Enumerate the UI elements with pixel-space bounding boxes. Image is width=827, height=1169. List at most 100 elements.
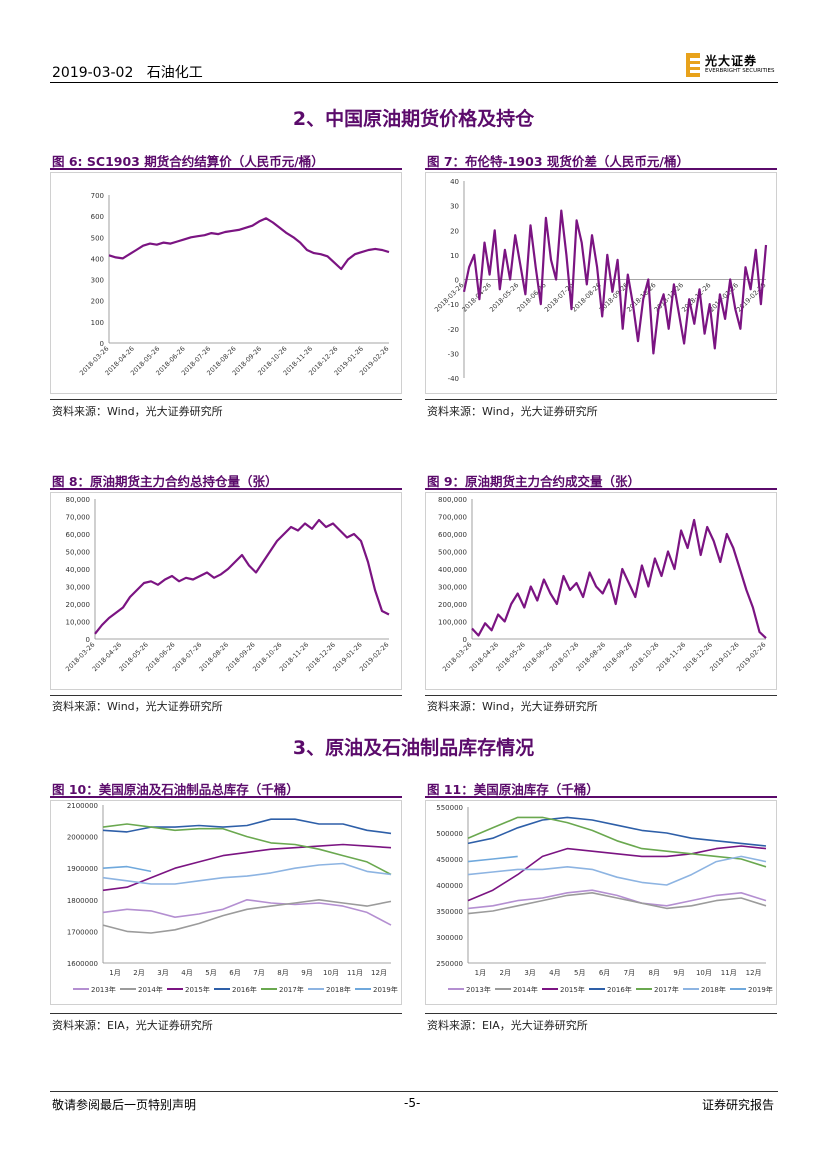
f10-xtick-label: 4月 bbox=[181, 969, 192, 977]
header-date-category: 2019-03-02 石油化工 bbox=[52, 62, 203, 82]
figure-8-svg: 0 10,000 20,000 30,000 40,000 50,000 60,000 70,… bbox=[64, 496, 390, 673]
figure-11-source: 资料来源：EIA，光大证券研究所 bbox=[427, 1019, 588, 1032]
logo-text: 光大证券 bbox=[705, 54, 758, 68]
f10-xtick-label: 10月 bbox=[323, 969, 339, 977]
f10-legend-label: 2014年 bbox=[138, 985, 163, 994]
f7-ytick-label: -30 bbox=[448, 350, 459, 358]
f6-ytick-label: 300 bbox=[91, 277, 104, 285]
footer-rule bbox=[50, 1091, 778, 1092]
f11-xtick-label: 3月 bbox=[524, 969, 535, 977]
f9-ytick-label: 0 bbox=[463, 636, 467, 644]
figure-10-chart: 1600000 1700000 1800000 1900000 2000000 21000… bbox=[50, 800, 402, 1005]
f10-series-line-2017年 bbox=[102, 823, 392, 876]
f11-ytick-label: 300000 bbox=[436, 934, 463, 942]
f11-ytick-label: 450000 bbox=[436, 856, 463, 864]
f6-ytick-label: 100 bbox=[91, 319, 104, 327]
figure-10-title: 图 10：美国原油及石油制品总库存（千桶） bbox=[52, 782, 299, 797]
figure-9-source: 资料来源：Wind，光大证券研究所 bbox=[427, 700, 598, 713]
figure-11-svg: 250000 300000 350000 400000 450000 500000 5500… bbox=[436, 804, 773, 994]
f8-ytick-label: 40,000 bbox=[66, 566, 91, 574]
f10-legend-label: 2015年 bbox=[185, 985, 210, 994]
f10-series-line-2015年 bbox=[102, 843, 392, 892]
f8-ytick-label: 70,000 bbox=[66, 514, 91, 522]
f9-ytick-label: 300,000 bbox=[438, 584, 467, 592]
logo-mark-icon bbox=[686, 53, 700, 77]
footer-disclaimer: 敬请参阅最后一页特别声明 bbox=[52, 1098, 197, 1112]
f11-series-line-2015年 bbox=[467, 845, 767, 902]
f10-xtick-label: 5月 bbox=[205, 969, 216, 977]
f10-legend-label: 2019年 bbox=[373, 985, 398, 994]
f7-series-line bbox=[462, 209, 768, 355]
f11-xtick-label: 9月 bbox=[673, 969, 684, 977]
f8-ytick-label: 0 bbox=[86, 636, 90, 644]
f11-xtick-label: 10月 bbox=[696, 969, 712, 977]
figure-7-svg: -40-30-20-100102030402018-03-262018-04-2… bbox=[433, 178, 768, 383]
figure-7-chart: -40 -30 -20 -10 0 10 20 30 40 2018-03-26 2018-04-2… bbox=[425, 172, 777, 394]
f10-xtick-label: 9月 bbox=[301, 969, 312, 977]
f11-legend-label: 2014年 bbox=[513, 985, 538, 994]
f7-ytick-label: -10 bbox=[448, 301, 459, 309]
f10-series-line-2019年 bbox=[102, 865, 152, 873]
f10-xtick-label: 12月 bbox=[371, 969, 387, 977]
f6-ytick-label: 400 bbox=[91, 255, 104, 263]
f9-ytick-label: 800,000 bbox=[438, 496, 467, 504]
f10-legend-label: 2018年 bbox=[326, 985, 351, 994]
f11-series-line-2019年 bbox=[467, 855, 518, 863]
f10-ytick-label: 1600000 bbox=[67, 960, 98, 968]
figure-9-svg: 0 100,000 200,000 300,000 400,000 500,000 600,… bbox=[438, 496, 767, 673]
f7-ytick-label: -40 bbox=[448, 375, 459, 383]
figure-8-source: 资料来源：Wind，光大证券研究所 bbox=[52, 700, 223, 713]
section-title-2: 2、中国原油期货价格及持仓 bbox=[292, 108, 535, 130]
page-number: -5- bbox=[404, 1096, 421, 1110]
f7-ytick-label: 20 bbox=[450, 227, 459, 235]
f11-legend-label: 2013年 bbox=[466, 985, 491, 994]
f7-ytick-label: -20 bbox=[448, 326, 459, 334]
f11-ytick-label: 500000 bbox=[436, 830, 463, 838]
f11-ytick-label: 350000 bbox=[436, 908, 463, 916]
figure-6-source-rule bbox=[50, 399, 402, 400]
figure-6-title: 图 6: SC1903 期货合约结算价（人民币元/桶） bbox=[52, 154, 324, 169]
f11-legend-label: 2018年 bbox=[701, 985, 726, 994]
f7-ytick-label: 10 bbox=[450, 252, 459, 260]
figure-7-source: 资料来源：Wind，光大证券研究所 bbox=[427, 405, 598, 418]
figure-10-source: 资料来源：EIA，光大证券研究所 bbox=[52, 1019, 213, 1032]
f11-series-line-2018年 bbox=[467, 855, 767, 886]
figure-11-title-rule bbox=[425, 796, 777, 798]
f11-xtick-label: 11月 bbox=[721, 969, 737, 977]
f11-series-line-2016年 bbox=[467, 816, 767, 847]
figure-9-source-rule bbox=[425, 695, 777, 696]
f10-legend-label: 2017年 bbox=[279, 985, 304, 994]
f7-ytick-label: 40 bbox=[450, 178, 459, 186]
figure-10-source-rule bbox=[50, 1013, 402, 1014]
figure-8-title-rule bbox=[50, 488, 402, 490]
figure-6-title-rule bbox=[50, 168, 402, 170]
logo-subtext: EVERBRIGHT SECURITIES bbox=[705, 68, 775, 74]
header-rule bbox=[50, 82, 778, 83]
f9-ytick-label: 600,000 bbox=[438, 531, 467, 539]
f10-xtick-label: 6月 bbox=[229, 969, 240, 977]
company-logo: 光大证券 EVERBRIGHT SECURITIES bbox=[686, 50, 786, 80]
f10-legend-label: 2016年 bbox=[232, 985, 257, 994]
f11-xtick-label: 7月 bbox=[624, 969, 635, 977]
figure-10-svg: 1600000 1700000 1800000 1900000 2000000 21000… bbox=[67, 802, 398, 994]
f11-ytick-label: 250000 bbox=[436, 960, 463, 968]
f10-ytick-label: 1700000 bbox=[67, 928, 98, 936]
figure-6-chart: 0 100 200 300 400 500 600 700 2018-03-26 2018-04-… bbox=[50, 172, 402, 394]
figure-7-title: 图 7：布伦特-1903 现货价差（人民币元/桶） bbox=[427, 154, 689, 169]
f7-ytick-label: 0 bbox=[455, 277, 459, 285]
f11-legend-label: 2017年 bbox=[654, 985, 679, 994]
f10-xtick-label: 3月 bbox=[157, 969, 168, 977]
figure-9-title: 图 9：原油期货主力合约成交量（张） bbox=[427, 474, 641, 489]
f11-series-line-2013年 bbox=[467, 889, 767, 910]
f10-series-line-2013年 bbox=[102, 899, 392, 926]
f6-ytick-label: 700 bbox=[91, 192, 104, 200]
f8-series-line bbox=[94, 518, 390, 635]
figure-8-source-rule bbox=[50, 695, 402, 696]
f11-ytick-label: 400000 bbox=[436, 882, 463, 890]
figure-11-chart: 250000 300000 350000 400000 450000 500000 5500… bbox=[425, 800, 777, 1005]
f11-xtick-label: 5月 bbox=[574, 969, 585, 977]
f8-ytick-label: 30,000 bbox=[66, 584, 91, 592]
f6-ytick-label: 200 bbox=[91, 298, 104, 306]
figure-11-source-rule bbox=[425, 1013, 777, 1014]
report-date: 2019-03-02 bbox=[52, 65, 134, 81]
